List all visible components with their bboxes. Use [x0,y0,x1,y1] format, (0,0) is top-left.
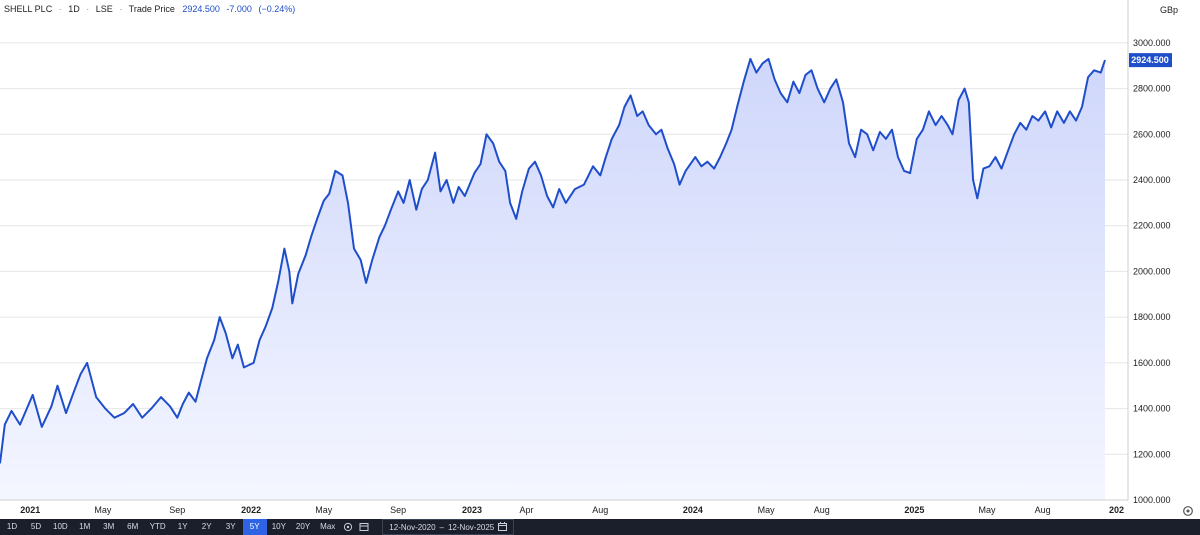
y-tick-label: 2000.000 [1133,266,1171,276]
x-tick-label: 202 [1109,505,1124,515]
x-tick-label: May [758,505,776,515]
y-tick-label: 2600.000 [1133,129,1171,139]
calendar-grid-icon[interactable] [356,519,372,535]
chart-svg[interactable]: 1000.000 1200.000 1400.000 1600.000 1800.000… [0,0,1200,518]
price-change: -7.000 [226,4,252,14]
range-button-ytd[interactable]: YTD [149,522,166,531]
range-button-3y[interactable]: 3Y [225,522,236,531]
price-chart[interactable]: 1000.000 1200.000 1400.000 1600.000 1800.000… [0,0,1200,518]
price-area-fill [0,58,1105,501]
x-tick-label: 2025 [904,505,924,515]
price-line [0,57,1106,464]
price-type: Trade Price [129,4,175,14]
x-tick-label: 2022 [241,505,261,515]
y-tick-label: 1800.000 [1133,312,1171,322]
x-tick-label: May [978,505,996,515]
range-button-max[interactable]: Max [320,522,336,531]
svg-text:SHELL PLC · 1D: SHELL PLC · 1D · LSE · Trade Price 2924.… [4,4,295,14]
x-tick-label: 2023 [462,505,482,515]
x-tick-label: 2024 [683,505,703,515]
compare-icon[interactable] [340,519,356,535]
x-tick-label: Aug [592,505,608,515]
interval: 1D [68,4,80,14]
date-separator: – [439,522,444,532]
date-range-selector[interactable]: 12-Nov-2020 – 12-Nov-2025 [382,519,515,535]
range-button-10d[interactable]: 10D [53,522,68,531]
date-from: 12-Nov-2020 [389,522,436,532]
range-button-2y[interactable]: 2Y [201,522,212,531]
y-tick-label: 2800.000 [1133,84,1171,94]
unit-label: GBp [1160,5,1178,15]
x-tick-label: May [94,505,112,515]
y-tick-label: 2400.000 [1133,175,1171,185]
y-tick-label: 1000.000 [1133,495,1171,505]
y-tick-label: 1600.000 [1133,358,1171,368]
range-button-20y[interactable]: 20Y [295,522,311,531]
y-tick-label: 3000.000 [1133,38,1171,48]
y-tick-label: 2200.000 [1133,221,1171,231]
last-price-label: 2924.500 [1131,55,1169,65]
range-button-1d[interactable]: 1D [6,522,18,531]
chart-header: SHELL PLC · 1D · LSE · Trade Price 2924.… [4,4,295,14]
x-tick-label: Aug [814,505,830,515]
settings-gear-icon[interactable] [1182,504,1196,518]
y-tick-label: 1200.000 [1133,449,1171,459]
x-axis: 2021 May Sep 2022 May Sep 2023 Apr Aug 2024 May Aug… [20,505,1124,515]
range-button-3m[interactable]: 3M [103,522,115,531]
exchange: LSE [96,4,113,14]
date-to: 12-Nov-2025 [447,522,495,532]
x-tick-label: Aug [1035,505,1051,515]
range-button-5d[interactable]: 5D [30,522,42,531]
range-button-1y[interactable]: 1Y [177,522,188,531]
range-button-6m[interactable]: 6M [127,522,139,531]
y-axis: 1000.000 1200.000 1400.000 1600.000 1800.000… [1133,38,1171,505]
range-buttons: 1D 5D 10D 1M 3M 6M YTD 1Y 2Y 3Y 5Y 10Y 20Y Max [0,519,340,535]
range-toolbar: 1D 5D 10D 1M 3M 6M YTD 1Y 2Y 3Y 5Y 10Y 20Y Max 12-Nov… [0,519,1200,535]
y-tick-label: 1400.000 [1133,404,1171,414]
symbol-name: SHELL PLC [4,4,53,14]
last-price-marker: 2924.500 [1129,53,1172,68]
range-button-10y[interactable]: 10Y [271,522,286,531]
x-tick-label: Sep [390,505,406,515]
price-change-pct: (−0.24%) [258,4,295,14]
x-tick-label: Sep [169,505,185,515]
x-tick-label: Apr [519,505,533,515]
last-price: 2924.500 [182,4,220,14]
x-tick-label: May [315,505,333,515]
range-button-5y[interactable]: 5Y [242,519,267,535]
range-button-1m[interactable]: 1M [79,522,91,531]
x-tick-label: 2021 [20,505,40,515]
calendar-icon [498,521,508,533]
